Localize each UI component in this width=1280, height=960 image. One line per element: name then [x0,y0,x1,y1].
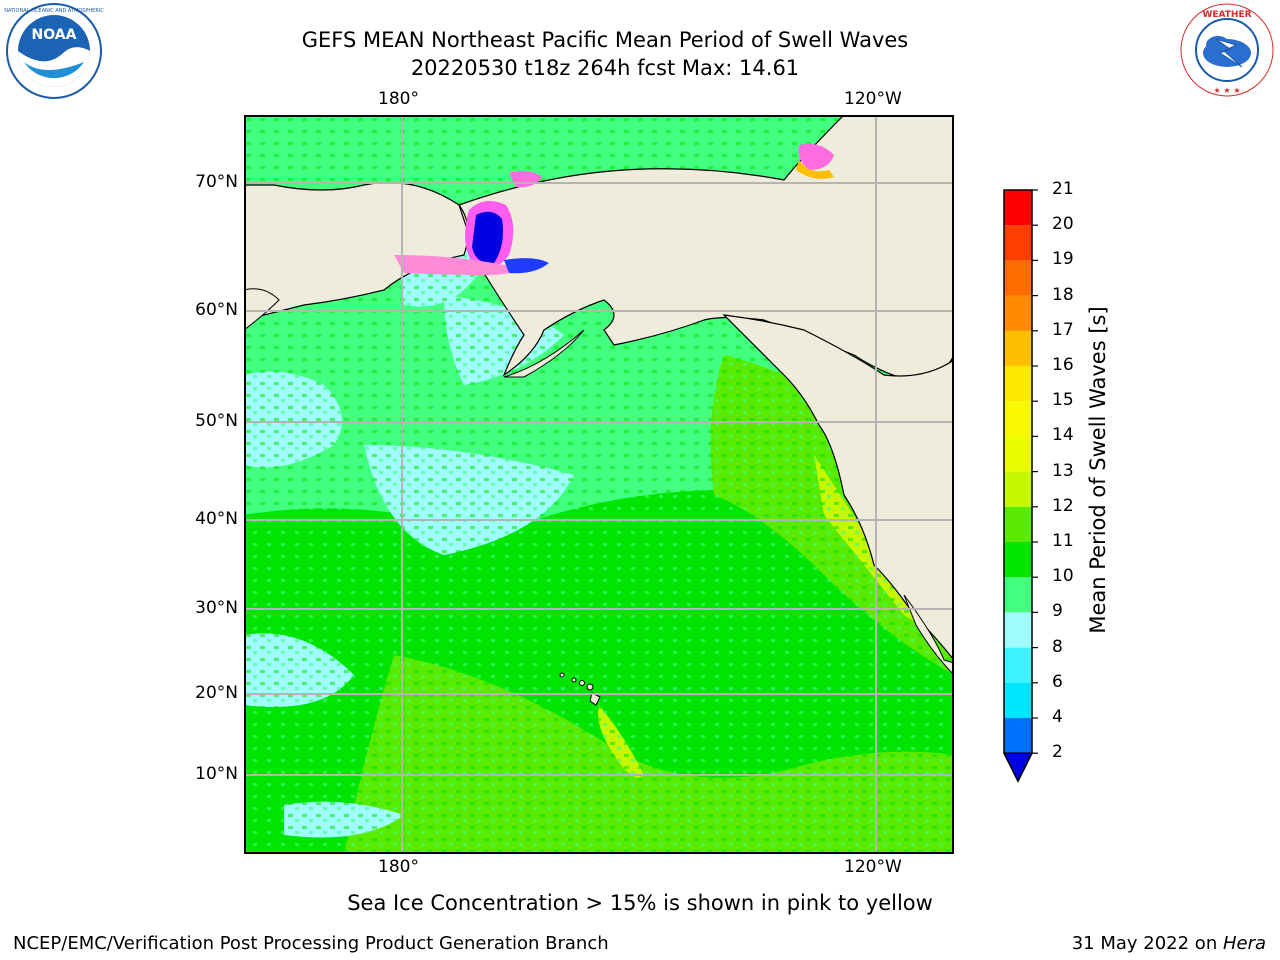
sea-ice-note: Sea Ice Concentration > 15% is shown in … [347,891,933,915]
chart-title: GEFS MEAN Northeast Pacific Mean Period … [301,28,909,52]
colorbar [1002,189,1038,783]
sea-ice-norton [394,255,544,275]
lat-label-10n: 10°N [195,764,238,784]
colorbar-segment [1004,612,1032,648]
footer-date: 31 May 2022 on Hera [1072,933,1266,954]
colorbar-tick-label: 20 [1052,214,1074,235]
colorbar-title: Mean Period of Swell Waves [s] [1086,306,1110,634]
footer-date-text: 31 May 2022 on [1071,933,1223,954]
colorbar-segment [1004,682,1032,718]
colorbar-segment [1004,542,1032,578]
sea-ice-bering-blue [504,258,549,274]
colorbar-segment [1004,295,1032,331]
colorbar-tick-label: 15 [1052,390,1074,411]
colorbar-segment [1004,330,1032,366]
map-frame [244,115,954,854]
colorbar-segment [1004,366,1032,402]
lat-label-50n: 50°N [195,411,238,431]
colorbar-tick-label: 17 [1052,319,1074,340]
land-north-america [722,314,954,661]
colorbar-segment [1004,647,1032,683]
colorbar-tick-label: 16 [1052,355,1074,375]
graticule [244,115,954,854]
hawaiian-islands [559,672,601,706]
land-siberia-west [244,288,280,331]
colorbar-tick-label: 12 [1052,495,1074,516]
colorbar-tick-label: 4 [1052,707,1063,727]
colorbar-segment [1004,436,1032,472]
colorbar-tick-label: 9 [1052,601,1063,622]
svg-text:★ ★ ★: ★ ★ ★ [1213,86,1240,95]
colorbar-extend-arrow [1002,752,1034,783]
colorbar-tick-label: 21 [1052,179,1074,199]
colorbar-tick-label: 13 [1052,460,1074,481]
colorbar-segment [1004,190,1032,226]
colorbar-tick-label: 6 [1052,671,1063,692]
svg-text:WEATHER: WEATHER [1202,10,1251,20]
footer-machine: Hera [1222,933,1266,954]
colorbar-tick-label: 8 [1052,636,1063,657]
colorbar-tick-label: 14 [1052,425,1074,446]
lat-label-70n: 70°N [195,172,238,192]
colorbar-segment [1004,577,1032,613]
low-period-bering [472,211,503,264]
lon-label-top-120w: 120°W [844,89,902,109]
colorbar-segment [1004,718,1032,754]
colorbar-tick-label: 18 [1052,284,1074,305]
lon-label-top-180: 180° [378,89,419,109]
land-baja [903,594,954,676]
colorbar-segment [1004,401,1032,437]
nws-logo: WEATHER ★ ★ ★ [1176,1,1278,103]
lat-label-20n: 20°N [195,683,238,703]
colorbar-segment [1004,260,1032,296]
sea-ice-edge-yellow [796,160,834,179]
colorbar-segment [1004,225,1032,261]
svg-text:NOAA: NOAA [32,27,77,43]
colorbar-segment [1004,506,1032,542]
colorbar-tick-label: 2 [1052,742,1063,763]
chart-subtitle: 20220530 t18z 264h fcst Max: 14.61 [410,56,800,80]
colorbar-tick-label: 10 [1052,566,1074,587]
colorbar-segment [1004,471,1032,507]
sea-ice-beaufort [798,143,834,170]
land-aleutians [503,329,585,378]
footer-branch: NCEP/EMC/Verification Post Processing Pr… [13,933,609,954]
noaa-logo: NOAA NATIONAL OCEANIC AND ATMOSPHERIC [4,2,104,104]
lon-label-bottom-120w: 120°W [844,857,902,877]
swell-period-map [244,115,954,854]
colorbar-tick-label: 11 [1052,531,1074,551]
colorbar-tick-label: 19 [1052,249,1074,270]
lat-label-60n: 60°N [195,300,238,320]
svg-text:NATIONAL OCEANIC AND ATMOSPHER: NATIONAL OCEANIC AND ATMOSPHERIC [4,8,104,14]
lat-label-30n: 30°N [195,598,238,618]
lon-label-bottom-180: 180° [378,857,419,877]
lat-label-40n: 40°N [195,509,238,529]
